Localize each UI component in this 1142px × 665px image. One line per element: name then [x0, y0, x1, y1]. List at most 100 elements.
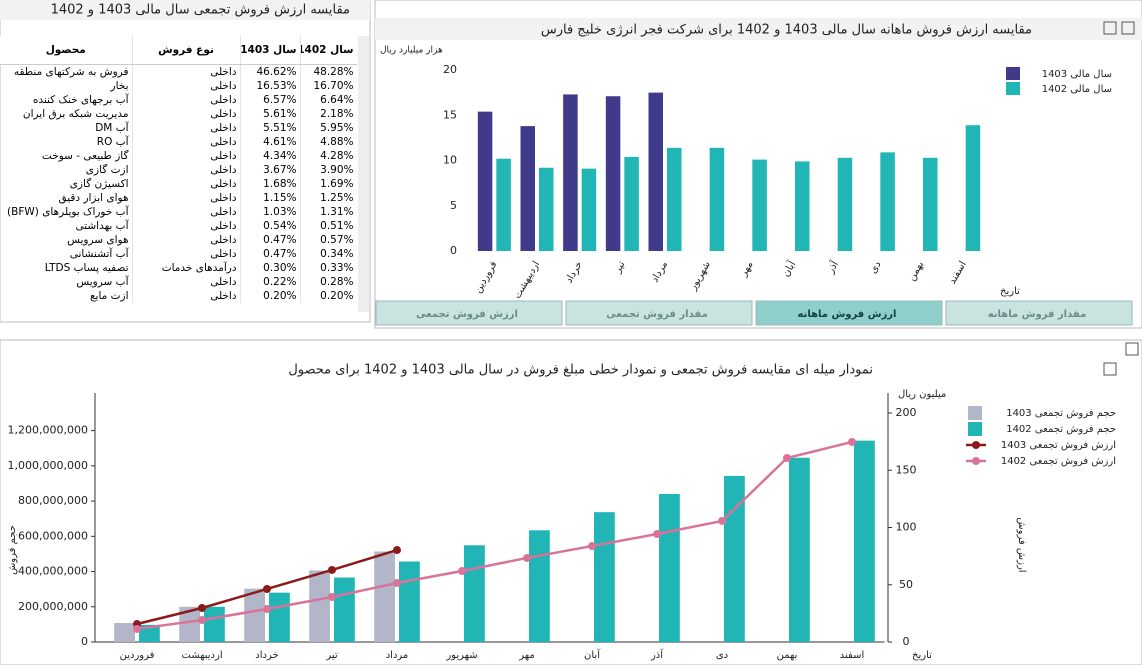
export-icon[interactable]	[1103, 362, 1117, 376]
table-cell: 1.25%	[300, 191, 357, 205]
table-cell: 0.54%	[240, 219, 301, 233]
export-icon[interactable]	[1103, 21, 1117, 35]
table-cell: داخلی	[132, 205, 241, 219]
table-cell: 5.51%	[240, 121, 301, 135]
table-cell: 0.30%	[240, 261, 301, 275]
x-axis-label: تاریخ	[1000, 286, 1020, 297]
x-tick-label: مرداد	[386, 650, 409, 661]
maximize-icon[interactable]	[1121, 21, 1135, 35]
y-tick-label: 1,000,000,000	[8, 459, 88, 472]
bar	[399, 561, 420, 642]
table-cell: داخلی	[132, 163, 241, 177]
tab-label[interactable]: ارزش فروش ماهانه	[798, 309, 897, 320]
bar	[854, 440, 875, 642]
table-cell: آب برجهای خنک کننده	[0, 93, 133, 107]
table-cell: بخار	[0, 79, 133, 93]
panel-title: مقایسه ارزش فروش تجمعی سال مالی 1403 و 1…	[51, 3, 350, 18]
bar	[539, 167, 554, 251]
bar	[464, 545, 485, 642]
point	[393, 546, 401, 555]
y2-axis-label: ارزش فروش	[1016, 517, 1027, 572]
table-cell: 46.62%	[240, 64, 301, 79]
point	[653, 530, 661, 539]
table-cell: 48.28%	[300, 64, 357, 79]
x-tick-label: تیر	[612, 259, 628, 275]
table-cell: داخلی	[132, 64, 241, 79]
bar	[520, 126, 535, 251]
y-axis-label: هزار میلیارد ریال	[380, 46, 443, 56]
chart-title: مقایسه ارزش فروش ماهانه سال مالی 1403 و …	[541, 23, 1032, 38]
table-cell: 1.31%	[300, 205, 357, 219]
x-tick-label: اسفند	[840, 650, 864, 661]
bar	[529, 530, 550, 642]
legend-swatch	[972, 457, 980, 465]
legend-label: سال مالی 1402	[1042, 84, 1112, 95]
tab-label[interactable]: ارزش فروش تجمعی	[416, 309, 518, 320]
scrollbar[interactable]	[358, 36, 369, 312]
table-row: آب RO داخلی 4.61% 4.88%	[0, 135, 357, 149]
table-cell: 1.15%	[240, 191, 301, 205]
table-row: ازت مایع داخلی 0.20% 0.20%	[0, 289, 357, 303]
tab[interactable]	[755, 300, 943, 326]
table-cell: 0.33%	[300, 261, 357, 275]
table-cell: داخلی	[132, 191, 241, 205]
chart-title: نمودار میله ای مقایسه فروش تجمعی و نمودا…	[288, 363, 873, 378]
table-cell: آب DM	[0, 121, 133, 135]
table-row: گاز طبیعی - سوخت داخلی 4.34% 4.28%	[0, 149, 357, 163]
x-tick-label: بهمن	[777, 650, 798, 661]
tab-label[interactable]: مقدار فروش ماهانه	[988, 309, 1087, 320]
table-cell: فروش به شرکتهای منطقه	[0, 64, 133, 79]
table-cell: هوای سرویس	[0, 233, 133, 247]
point	[198, 603, 206, 612]
x-tick-label: فروردین	[120, 650, 155, 661]
legend-swatch	[1006, 82, 1020, 95]
table-row: بخار داخلی 16.53% 16.70%	[0, 79, 357, 93]
maximize-icon[interactable]	[1125, 342, 1139, 356]
table-cell: 16.70%	[300, 79, 357, 93]
table-row: تصفیه پساب LTDS درآمدهای خدمات 0.30% 0.33%	[0, 261, 357, 275]
y-tick-label: 15	[443, 108, 457, 121]
y2-tick-label: 150	[896, 463, 917, 476]
tab-label[interactable]: مقدار فروش تجمعی	[606, 309, 708, 320]
x-tick-label: دی	[868, 260, 884, 276]
bar	[659, 494, 680, 642]
bar	[114, 622, 135, 642]
y-axis-label: حجم فروش	[7, 525, 18, 575]
x-tick-label: آبان	[584, 648, 601, 661]
y-tick-label: 0	[81, 635, 88, 648]
point	[263, 605, 271, 614]
y-tick-label: 20	[443, 63, 457, 76]
y2-tick-label: 100	[896, 521, 917, 534]
point	[328, 593, 336, 602]
table-cell: 0.47%	[240, 233, 301, 247]
x-tick-label: اردیبهشت	[181, 650, 222, 661]
bar	[648, 92, 663, 251]
bar	[496, 158, 511, 251]
x-tick-label: آذر	[650, 648, 664, 661]
x-tick-label: دی	[716, 650, 728, 661]
table-cell: 0.34%	[300, 247, 357, 261]
table-row: آب بهداشتی داخلی 0.54% 0.51%	[0, 219, 357, 233]
x-tick-label: خرداد	[255, 650, 278, 661]
legend-label: حجم فروش تجمعی 1403	[1006, 408, 1116, 419]
table-cell: داخلی	[132, 177, 241, 191]
column-header: سال 1402	[300, 36, 357, 65]
table-row: هوای سرویس داخلی 0.47% 0.57%	[0, 233, 357, 247]
tab[interactable]	[565, 300, 753, 326]
tab[interactable]	[945, 300, 1133, 326]
bar	[880, 152, 895, 251]
bar	[923, 157, 938, 251]
bar	[789, 457, 810, 642]
tab[interactable]	[375, 300, 563, 326]
table-cell: داخلی	[132, 149, 241, 163]
table-cell: داخلی	[132, 79, 241, 93]
bar	[605, 96, 621, 252]
bar	[667, 147, 682, 251]
y-tick-label: 600,000,000	[18, 529, 88, 542]
point	[328, 565, 336, 574]
legend-swatch	[972, 441, 980, 449]
table-cell: 4.61%	[240, 135, 301, 149]
y-tick-label: 200,000,000	[18, 600, 88, 613]
bar	[309, 570, 330, 642]
